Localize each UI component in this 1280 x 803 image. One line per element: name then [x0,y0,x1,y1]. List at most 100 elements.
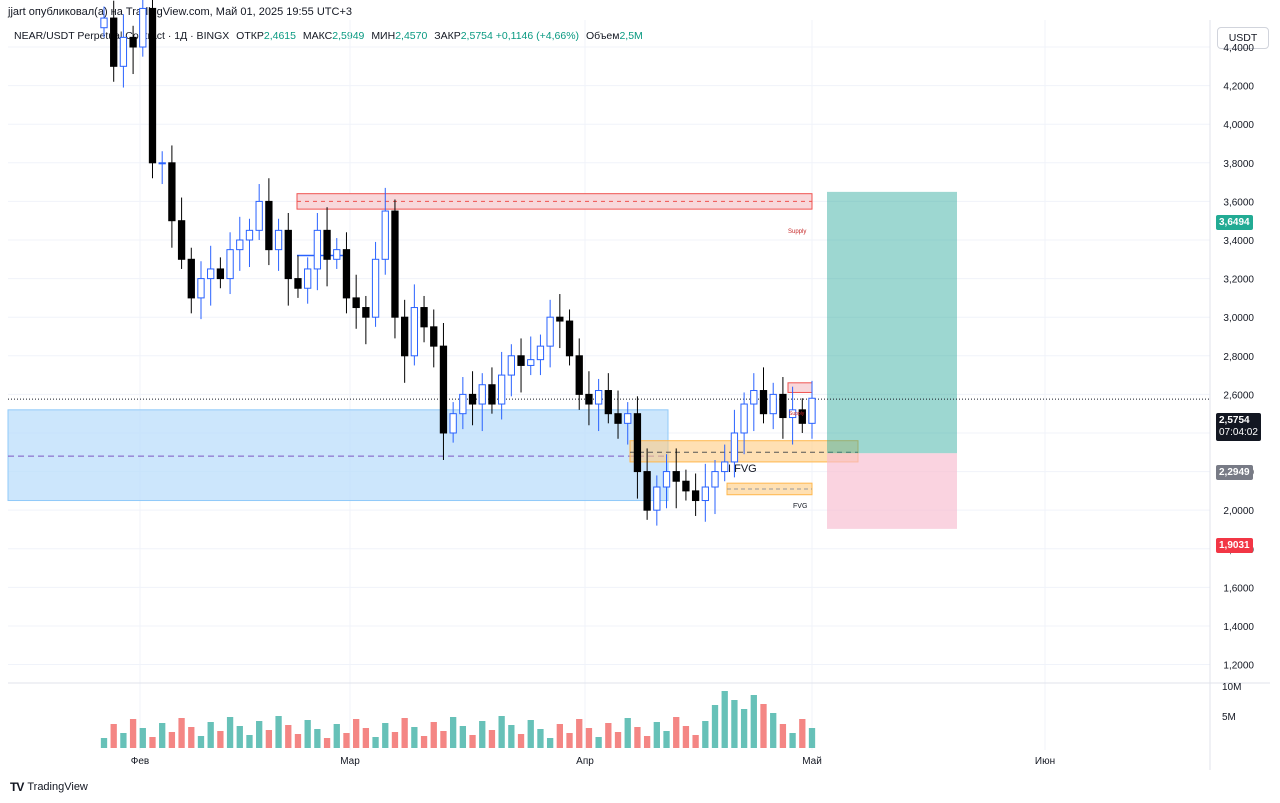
volume-bar [508,725,515,748]
change-value: +0,1146 (+4,66%) [495,30,580,42]
demand-zone [7,409,669,502]
candle-body [323,229,331,260]
high-value: 2,5949 [332,30,365,42]
volume-bar [711,705,719,748]
countdown: 07:04:02 [1219,427,1258,438]
volume-bar [391,732,399,748]
y-tick-label: 1,6000 [1223,583,1254,594]
volume-bar [314,729,321,748]
volume-bar [653,722,660,748]
brand-name: TradingView [27,781,88,793]
candle-body [119,36,128,67]
y-tick-label: 4,2000 [1223,82,1254,93]
candle-body [594,390,603,405]
volume-bar [265,730,273,748]
volume-bar [799,719,806,748]
entry-price-badge: 2,2949 [1216,465,1253,480]
candles [100,0,816,526]
publisher-line: jjart опубликовал(а) на TradingView.com,… [8,6,352,18]
volume-bar [449,717,457,748]
candle-body [313,229,322,270]
y-tick-label: 1,2000 [1223,661,1254,672]
candle-body [507,355,515,376]
volume-bar [110,724,117,748]
volume-bar [236,726,243,748]
volume-bar [537,729,544,748]
volume-bar [692,735,699,748]
volume-bar [682,726,690,748]
candle-body [488,384,496,405]
y-tick-label: 1,4000 [1223,622,1254,633]
volume-bar [149,737,156,748]
volume-bar [343,733,350,748]
volume-bars [100,691,816,748]
supply-small-label: Supply [789,411,805,417]
volume-bar [459,726,467,748]
footer-brand: TV TradingView [10,780,88,794]
y-tick-label: 2,8000 [1223,352,1254,363]
volume-bar [595,737,602,748]
candle-body [100,17,108,29]
volume-bar [740,709,748,748]
candle-body [352,297,360,309]
volume-bar [721,691,728,748]
volume-bar [808,728,816,748]
candle-body [420,307,428,328]
symbol-info: NEAR/USDT Perpetual Contract · 1Д · BING… [14,30,643,42]
volume-bar [556,724,563,748]
volume-bar [129,719,137,748]
volume-bar [546,738,554,748]
volume-bar [643,736,651,748]
candle-body [216,268,225,280]
candle-body [226,249,234,280]
volume-bar [585,728,593,748]
candle-body [207,268,215,280]
candle-body [672,471,680,482]
candle-body [750,390,758,405]
candle-body [177,220,186,260]
x-tick-label: Фев [131,756,149,767]
stop-loss-zone [827,453,957,529]
volume-bar [498,716,505,748]
volume-bar [430,722,437,748]
candle-body [148,7,157,164]
candle-body [129,36,137,48]
symbol-name[interactable]: NEAR/USDT Perpetual Contract · 1Д · BING… [14,30,230,42]
candle-body [410,307,419,357]
y-tick-label: 2,6000 [1223,390,1254,401]
candle-body [643,471,651,511]
volume-bar [304,720,311,748]
volume-bar [178,718,185,748]
candle-body [808,397,816,424]
candle-body [556,316,564,322]
volume-bar [159,723,166,748]
volume-bar [120,733,127,748]
y-tick-label: 3,2000 [1223,275,1254,286]
candle-body [304,268,312,289]
current-price: 2,5754 [1219,415,1250,426]
time-axis: Фев Мар Апр Май Июн [131,756,1055,767]
volume-bar [207,722,214,748]
volume-bar [760,704,767,748]
grid [8,20,1270,770]
volume-tick-label: 10M [1222,682,1241,693]
volume-bar [731,700,738,748]
candle-body [565,320,574,357]
volume-bar [750,695,757,748]
candle-body [759,390,768,415]
supply-label: Supply [788,229,806,235]
candle-body [682,480,690,492]
volume-bar [411,727,418,748]
candle-body [168,162,176,222]
candle-body [265,200,273,251]
candle-body [740,403,748,434]
volume-bar [479,721,486,748]
volume-bar [382,723,389,748]
volume-bar [246,735,253,748]
currency-button[interactable]: USDT [1217,27,1269,49]
candle-body [478,384,486,405]
low-value: 2,4570 [395,30,428,42]
candle-body [653,486,661,511]
volume-bar [353,719,360,748]
